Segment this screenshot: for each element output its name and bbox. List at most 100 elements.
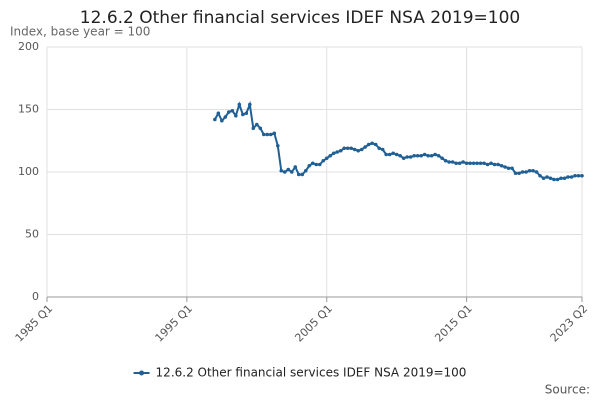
- data-point: [398, 153, 402, 158]
- data-point: [359, 147, 364, 152]
- x-tick-label: 2005 Q1: [292, 302, 335, 345]
- data-point: [548, 176, 553, 181]
- y-tick-label: 50: [25, 228, 39, 241]
- data-point: [510, 166, 514, 171]
- data-point: [234, 113, 238, 118]
- data-point: [433, 152, 437, 157]
- data-point: [342, 146, 347, 151]
- data-point: [447, 160, 451, 164]
- data-point: [370, 141, 374, 146]
- data-point: [377, 146, 381, 151]
- data-point: [220, 118, 224, 123]
- data-point: [317, 162, 322, 167]
- data-point: [335, 150, 340, 154]
- legend-swatch-dot: [139, 370, 145, 376]
- data-point: [331, 151, 336, 156]
- x-tick-label: 1995 Q1: [153, 302, 196, 345]
- data-point: [555, 177, 560, 182]
- data-point: [251, 126, 256, 131]
- data-point: [293, 165, 298, 169]
- data-point: [541, 176, 546, 181]
- data-point: [415, 153, 420, 158]
- data-point: [429, 153, 434, 158]
- data-point: [573, 173, 577, 178]
- legend-label: 12.6.2 Other financial services IDEF NSA…: [156, 366, 467, 380]
- data-point: [562, 176, 567, 181]
- data-point: [307, 163, 312, 168]
- data-point: [422, 152, 427, 157]
- data-point: [265, 132, 270, 137]
- data-point: [366, 142, 371, 147]
- data-point: [300, 172, 305, 177]
- data-point: [258, 126, 263, 131]
- data-point: [286, 167, 291, 172]
- data-point: [559, 176, 563, 181]
- data-point: [223, 115, 228, 119]
- data-point: [440, 156, 444, 161]
- data-point: [255, 122, 259, 127]
- x-tick-label: 2023 Q2: [548, 302, 591, 345]
- data-point: [328, 153, 333, 158]
- data-point: [279, 168, 284, 173]
- data-point: [380, 147, 385, 152]
- data-point: [492, 162, 497, 167]
- data-point: [241, 112, 245, 117]
- data-point: [216, 111, 221, 116]
- data-point: [520, 170, 525, 174]
- data-point: [576, 173, 581, 178]
- data-point: [227, 110, 231, 114]
- data-point: [457, 161, 462, 166]
- data-point: [310, 161, 315, 166]
- data-point: [538, 173, 542, 178]
- data-point: [461, 160, 465, 164]
- data-point: [384, 152, 388, 157]
- data-point: [552, 177, 556, 182]
- chart-subtitle: Index, base year = 100: [10, 25, 150, 39]
- data-point: [569, 175, 574, 179]
- data-point: [401, 156, 406, 161]
- data-point: [436, 153, 441, 158]
- x-tick-label: 1985 Q1: [13, 302, 56, 345]
- y-tick-label: 0: [32, 290, 39, 303]
- data-point: [443, 158, 448, 163]
- data-point: [261, 132, 266, 137]
- data-point: [566, 175, 570, 179]
- data-point: [244, 111, 249, 116]
- data-point: [387, 152, 392, 157]
- data-point: [475, 161, 479, 166]
- data-point: [426, 153, 430, 158]
- data-point: [489, 161, 493, 166]
- data-point: [345, 146, 350, 151]
- x-tick-label: 2015 Q1: [432, 302, 475, 345]
- data-point: [349, 146, 354, 151]
- chart-title: 12.6.2 Other financial services IDEF NSA…: [80, 8, 520, 28]
- data-point: [506, 166, 511, 171]
- data-point: [534, 170, 539, 174]
- data-point: [363, 145, 368, 149]
- data-point: [496, 162, 500, 167]
- data-point: [531, 168, 535, 173]
- data-point: [289, 170, 294, 174]
- data-point: [324, 156, 329, 161]
- data-point: [394, 152, 399, 157]
- data-point: [352, 147, 357, 152]
- data-point: [282, 170, 287, 174]
- data-point: [517, 171, 521, 176]
- data-point: [213, 117, 217, 122]
- data-point: [450, 160, 455, 164]
- data-point: [356, 148, 361, 153]
- data-point: [482, 161, 486, 166]
- data-point: [468, 161, 472, 166]
- data-point: [527, 168, 532, 173]
- data-point: [471, 161, 476, 166]
- data-point: [391, 151, 395, 156]
- data-point: [412, 153, 416, 158]
- y-tick-label: 150: [18, 103, 39, 116]
- data-point: [268, 132, 273, 137]
- data-point: [503, 165, 507, 169]
- data-point: [272, 131, 277, 136]
- data-point: [545, 175, 549, 179]
- data-point: [405, 155, 409, 159]
- data-point: [499, 163, 504, 168]
